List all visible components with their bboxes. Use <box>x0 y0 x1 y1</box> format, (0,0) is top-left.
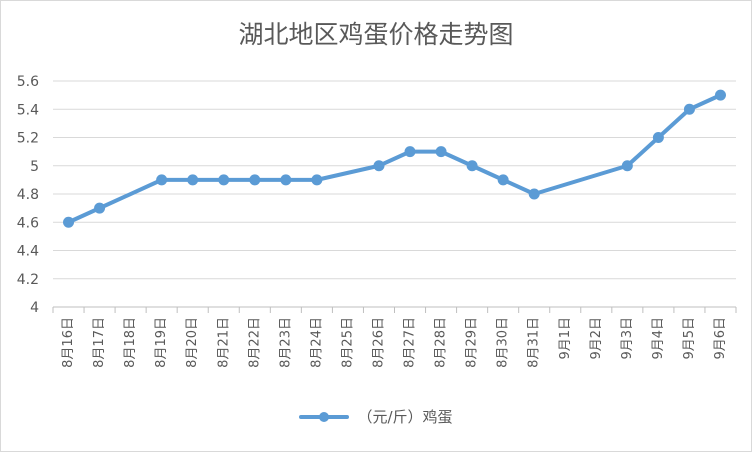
x-tick-label: 8月19日 <box>154 317 169 368</box>
x-tick-label: 8月16日 <box>61 317 76 368</box>
x-tick-label: 9月6日 <box>713 317 728 360</box>
data-point <box>187 174 199 186</box>
data-point <box>683 103 695 115</box>
x-tick-label: 8月17日 <box>92 317 107 368</box>
data-point <box>497 174 509 186</box>
x-tick-label: 8月23日 <box>278 317 293 368</box>
x-tick-label: 8月31日 <box>527 317 542 368</box>
x-tick-label: 8月22日 <box>247 317 262 368</box>
data-point <box>94 202 106 214</box>
data-point <box>311 174 323 186</box>
y-tick-label: 5.4 <box>17 102 39 118</box>
data-point <box>218 174 230 186</box>
x-tick-label: 9月3日 <box>620 317 635 360</box>
y-tick-label: 4.4 <box>17 244 39 260</box>
y-tick-label: 5 <box>30 159 39 175</box>
legend-label: （元/斤）鸡蛋 <box>357 408 453 426</box>
x-tick-label: 8月21日 <box>216 317 231 368</box>
x-tick-label: 8月29日 <box>465 317 480 368</box>
y-tick-label: 5.6 <box>17 74 39 90</box>
data-point <box>63 216 75 228</box>
data-point <box>466 160 478 172</box>
data-point <box>373 160 385 172</box>
x-tick-label: 9月1日 <box>558 317 573 360</box>
x-tick-label: 9月2日 <box>589 317 604 360</box>
data-point <box>404 146 416 158</box>
x-tick-label: 8月24日 <box>309 317 324 368</box>
x-tick-label: 8月20日 <box>185 317 200 368</box>
x-tick-label: 8月28日 <box>434 317 449 368</box>
y-tick-label: 4.6 <box>17 215 39 231</box>
data-point <box>249 174 261 186</box>
x-tick-label: 8月25日 <box>340 317 355 368</box>
y-tick-label: 5.2 <box>17 131 39 147</box>
data-point <box>652 132 664 143</box>
legend-swatch <box>299 411 350 422</box>
legend: （元/斤）鸡蛋 <box>1 406 751 427</box>
y-tick-label: 4.2 <box>17 272 39 288</box>
data-point <box>528 188 540 200</box>
x-tick-label: 8月30日 <box>496 317 511 368</box>
data-point <box>435 146 447 158</box>
data-point <box>156 174 168 186</box>
x-tick-label: 9月5日 <box>682 317 697 360</box>
data-point <box>280 174 292 186</box>
x-tick-label: 8月26日 <box>371 317 386 368</box>
x-tick-label: 9月4日 <box>651 317 666 360</box>
x-tick-label: 8月18日 <box>123 317 138 368</box>
y-tick-label: 4.8 <box>17 187 39 203</box>
chart-title: 湖北地区鸡蛋价格走势图 <box>238 20 514 49</box>
series-line <box>66 93 723 225</box>
y-tick-label: 4 <box>30 300 39 316</box>
x-tick-label: 8月27日 <box>403 317 418 368</box>
data-point <box>714 89 726 101</box>
data-point <box>621 160 633 172</box>
